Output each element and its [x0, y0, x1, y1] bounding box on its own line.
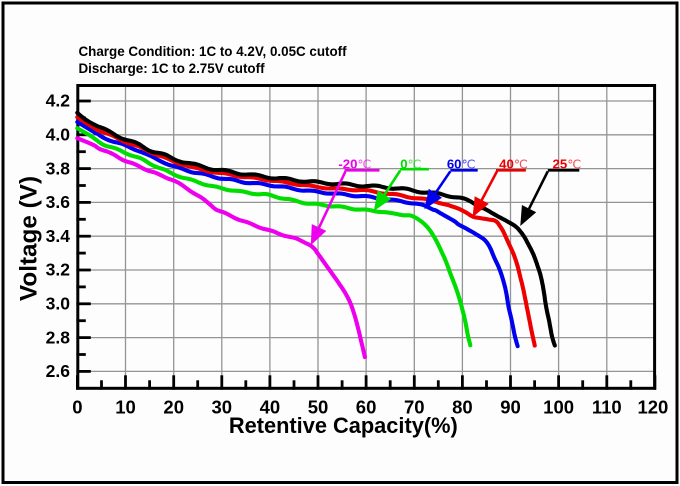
svg-text:0: 0 — [72, 397, 82, 418]
svg-text:3.8: 3.8 — [46, 158, 71, 178]
svg-text:Discharge: 1C to 2.75V cutoff: Discharge: 1C to 2.75V cutoff — [79, 61, 266, 76]
svg-text:4.0: 4.0 — [46, 125, 71, 145]
svg-text:4.2: 4.2 — [46, 91, 71, 111]
svg-text:Voltage (V): Voltage (V) — [15, 176, 42, 301]
svg-text:90: 90 — [500, 397, 521, 418]
svg-text:3.2: 3.2 — [46, 260, 71, 280]
svg-text:20: 20 — [163, 397, 184, 418]
svg-text:3.4: 3.4 — [46, 226, 71, 246]
svg-text:60℃: 60℃ — [447, 156, 476, 171]
svg-text:3.6: 3.6 — [46, 192, 71, 212]
svg-text:120: 120 — [637, 397, 668, 418]
svg-text:40℃: 40℃ — [499, 156, 528, 171]
svg-text:25℃: 25℃ — [553, 156, 582, 171]
svg-text:0℃: 0℃ — [400, 156, 421, 171]
svg-text:40: 40 — [260, 397, 281, 418]
svg-text:30: 30 — [212, 397, 233, 418]
svg-text:50: 50 — [308, 397, 329, 418]
svg-text:100: 100 — [543, 397, 574, 418]
svg-text:2.8: 2.8 — [46, 327, 71, 347]
svg-text:-20℃: -20℃ — [338, 156, 371, 171]
svg-text:10: 10 — [115, 397, 136, 418]
svg-text:Charge Condition: 1C to 4.2V,: Charge Condition: 1C to 4.2V, 0.05C cuto… — [79, 44, 348, 59]
svg-text:80: 80 — [452, 397, 473, 418]
svg-text:Retentive Capacity(%): Retentive Capacity(%) — [229, 413, 458, 438]
svg-text:2.6: 2.6 — [46, 361, 71, 381]
svg-text:60: 60 — [356, 397, 377, 418]
svg-text:110: 110 — [592, 397, 622, 418]
svg-text:70: 70 — [404, 397, 425, 418]
svg-text:3.0: 3.0 — [46, 294, 71, 314]
